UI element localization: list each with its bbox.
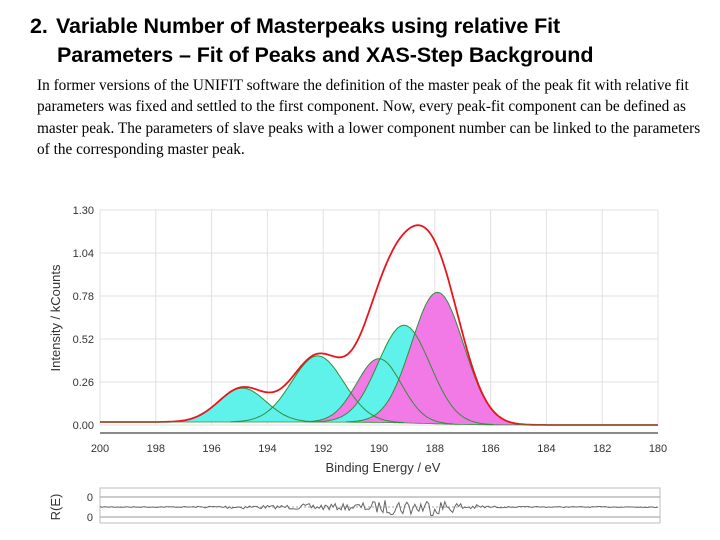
background-line: [100, 421, 658, 426]
residual-frame: [99, 487, 661, 524]
y-tick-label: 1.30: [73, 205, 94, 217]
title-line-1: 2. Variable Number of Masterpeaks using r…: [30, 12, 710, 41]
component-line: [230, 355, 404, 424]
title-line-2: Parameters – Fit of Peaks and XAS-Step B…: [57, 43, 594, 67]
body-paragraph: In former versions of the UNIFIT softwar…: [37, 77, 701, 159]
y-tick-label: 0.26: [73, 377, 94, 389]
x-axis-label: Binding Energy / eV: [326, 460, 441, 475]
x-tick-label: 192: [314, 443, 332, 455]
envelope-group: [100, 224, 658, 426]
residual-tick-lower: 0: [87, 512, 93, 524]
residual-y-label: R(E): [48, 494, 63, 521]
x-tick-label: 188: [426, 443, 444, 455]
component-line: [304, 358, 454, 425]
component-line: [314, 324, 494, 425]
component-fill: [346, 292, 530, 425]
slide-title: 2. Variable Number of Masterpeaks using r…: [30, 12, 710, 70]
tick-labels: 200 198 196 194 192 190 188 186 184 182 180 0.00 0.2…: [73, 205, 668, 455]
y-tick-label: 0.52: [73, 334, 94, 346]
x-tick-label: 186: [481, 443, 499, 455]
x-tick-label: 196: [202, 443, 220, 455]
title-text-1: Variable Number of Masterpeaks using rel…: [56, 14, 561, 38]
x-tick-label: 180: [649, 443, 667, 455]
y-axis-label: Intensity / kCounts: [48, 264, 63, 371]
component-fills: [168, 292, 530, 425]
x-tick-label: 194: [258, 443, 276, 455]
x-tick-label: 200: [91, 443, 109, 455]
y-tick-label: 1.04: [73, 248, 94, 260]
residual-trace: [99, 500, 659, 516]
x-tick-label: 198: [147, 443, 165, 455]
x-tick-label: 190: [370, 443, 388, 455]
y-tick-label: 0.00: [73, 420, 94, 432]
x-tick-label: 184: [537, 443, 555, 455]
slide-number: 2.: [30, 14, 48, 38]
residual-tick-upper: 0: [87, 492, 93, 504]
y-tick-label: 0.78: [73, 291, 94, 303]
x-tick-label: 182: [593, 443, 611, 455]
